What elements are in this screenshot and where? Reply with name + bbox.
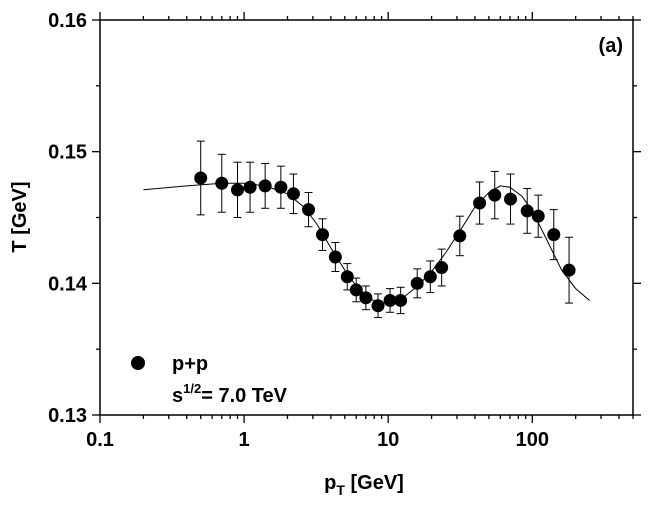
data-point [562,263,576,277]
data-point [383,293,397,307]
data-point [520,204,534,218]
data-point [340,270,354,284]
data-point [215,176,229,190]
data-point [243,180,257,194]
x-tick-label: 1 [239,429,250,451]
data-point [274,180,288,194]
fit-curve-group [143,182,590,304]
legend-label: p+p [172,353,208,375]
axis-ticks-group: 0.13 0.14 0.15 0.16 0.1 1 10 100 [48,10,641,451]
data-point [488,188,502,202]
x-axis-title: pT [GeV] [324,472,404,498]
legend-marker [131,356,145,370]
data-point [258,179,272,193]
data-point [302,203,316,217]
panel-label: (a) [599,35,623,57]
data-point [473,196,487,210]
x-tick-label: 100 [516,429,549,451]
data-points-group [194,140,576,319]
data-point [394,293,408,307]
data-point [435,261,449,275]
data-point [359,291,373,305]
y-axis-title: T [GeV] [9,181,31,252]
data-point [423,270,437,284]
data-point [371,299,385,313]
data-point [194,171,208,185]
x-tick-label: 0.1 [86,429,114,451]
x-axis-title-sub: T [336,482,345,498]
data-point [315,228,329,242]
data-point [531,209,545,223]
data-point [503,192,517,206]
legend-energy-sup: 1/2 [183,381,201,396]
data-point [547,228,561,242]
legend: p+p s1/2= 7.0 TeV [131,353,288,407]
legend-energy-main: s [172,385,183,407]
fit-curve [143,182,590,304]
y-tick-label: 0.16 [48,10,87,32]
x-axis-title-rest: [GeV] [345,472,404,494]
legend-energy-rest: = 7.0 TeV [201,385,287,407]
x-tick-label: 10 [377,429,399,451]
data-point [231,183,245,197]
data-point [349,283,363,297]
legend-energy: s1/2= 7.0 TeV [172,381,288,407]
x-axis-title-main: p [324,472,336,494]
data-point [286,187,300,201]
y-tick-label: 0.14 [48,273,88,295]
data-point [328,250,342,264]
y-tick-label: 0.15 [48,142,87,164]
data-point [410,276,424,290]
data-point [453,229,467,243]
y-tick-label: 0.13 [48,405,87,427]
